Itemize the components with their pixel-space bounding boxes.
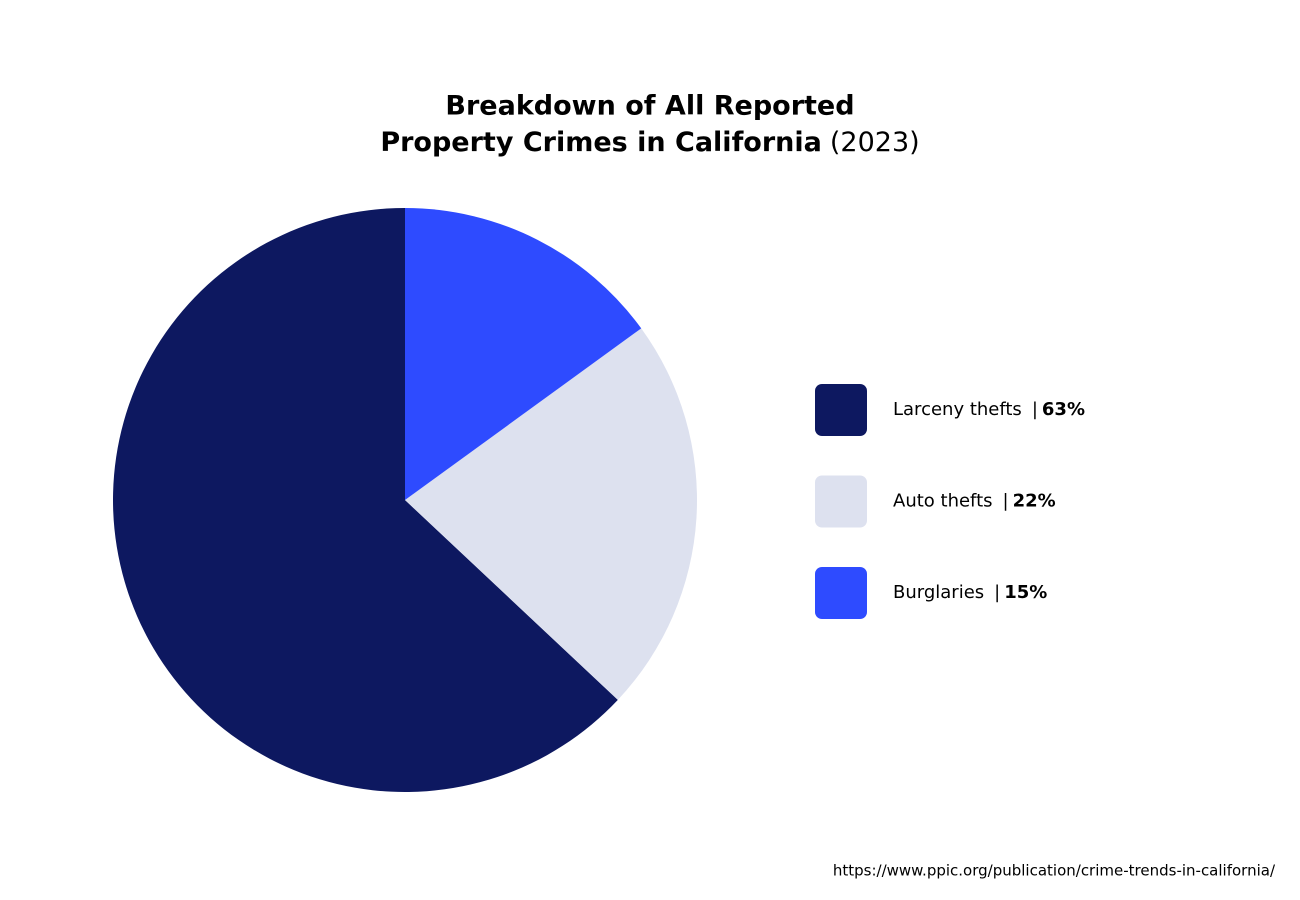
legend-label: Auto thefts	[893, 491, 993, 512]
legend-separator: |	[1032, 399, 1038, 420]
pie-slice	[113, 208, 618, 792]
chart-title: Property Crimes in California	[380, 127, 822, 158]
legend-entry: Burglaries | 15%	[893, 582, 1047, 603]
legend-value: 63%	[1042, 399, 1085, 420]
legend-value: 22%	[1013, 491, 1056, 512]
source: https://www.ppic.org/publication/crime-t…	[833, 862, 1276, 880]
chart-title-line: Property Crimes in California (2023)	[380, 127, 919, 158]
chart-subtitle: (2023)	[830, 127, 920, 158]
pie-slice	[405, 328, 697, 700]
legend-entry: Auto thefts | 22%	[893, 491, 1056, 512]
legend-label: Larceny thefts	[893, 399, 1022, 420]
chart-title: Breakdown of All Reported	[445, 91, 854, 122]
legend-entry: Larceny thefts | 63%	[893, 399, 1085, 420]
legend-swatch	[815, 567, 867, 619]
legend-label: Burglaries	[893, 582, 984, 603]
legend-swatch	[815, 384, 867, 436]
legend-swatch	[815, 475, 867, 528]
pie-slice	[405, 208, 642, 500]
legend-value: 15%	[1004, 582, 1047, 603]
legend-separator: |	[994, 582, 1000, 603]
legend-separator: |	[1003, 491, 1009, 512]
